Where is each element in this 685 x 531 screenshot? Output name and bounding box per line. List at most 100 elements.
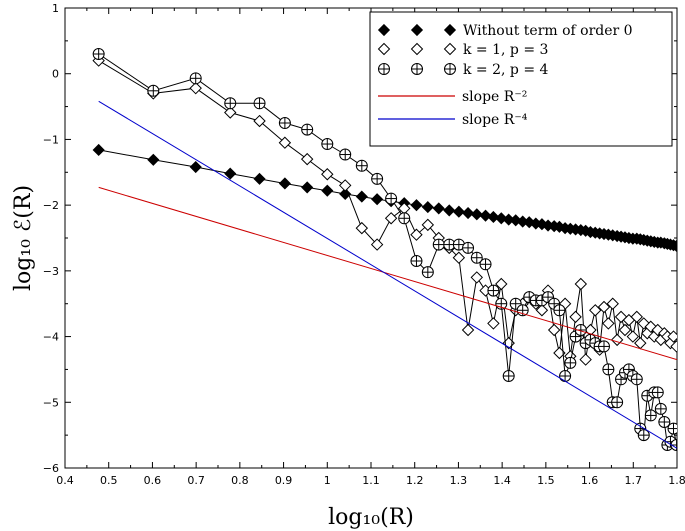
data-point: [618, 323, 632, 337]
data-point: [224, 106, 237, 119]
series-line: [98, 186, 677, 361]
data-point: [667, 422, 677, 435]
data-point: [479, 209, 492, 222]
data-point: [574, 277, 588, 291]
data-point: [278, 117, 291, 129]
data-point: [421, 266, 434, 279]
data-point: [452, 251, 466, 264]
y-tick-label: −1: [43, 133, 59, 146]
data-point: [410, 199, 423, 212]
y-axis-ticks: 1 0 −1 −2 −3 −4 −5 −6: [43, 2, 677, 475]
data-point: [602, 317, 615, 330]
y-tick-label: −3: [43, 265, 59, 278]
data-point: [321, 138, 334, 151]
data-point: [410, 255, 423, 267]
data-point: [626, 330, 640, 343]
data-point: [432, 202, 445, 215]
data-point: [553, 304, 566, 317]
y-tick-label: 0: [52, 68, 59, 81]
data-point: [569, 310, 582, 324]
data-point: [410, 228, 423, 241]
data-point: [147, 153, 160, 166]
data-point: [502, 370, 515, 382]
data-point: [278, 177, 291, 190]
data-point: [651, 386, 664, 399]
legend-marker: [410, 23, 424, 37]
data-point: [443, 204, 456, 217]
data-point: [470, 271, 483, 284]
data-point: [278, 136, 292, 149]
data-point: [644, 409, 657, 422]
data-point: [432, 238, 445, 251]
data-point: [547, 323, 561, 337]
data-point: [630, 310, 643, 324]
x-tick-label: 0.6: [144, 474, 162, 487]
data-point: [370, 238, 384, 251]
data-point: [487, 210, 500, 224]
x-tick-label: 0.9: [275, 474, 293, 487]
data-point: [189, 160, 202, 174]
data-point: [535, 304, 549, 317]
data-point: [421, 201, 434, 214]
data-point: [92, 143, 105, 157]
series-3: [98, 186, 677, 361]
data-point: [189, 81, 202, 95]
y-tick-label: 1: [52, 2, 59, 15]
x-tick-label: 0.7: [187, 474, 205, 487]
y-tick-label: −2: [43, 199, 59, 212]
legend: Without term of order 0 k = 1, p = 3 k = 2…: [369, 11, 673, 147]
data-point: [147, 84, 160, 97]
data-point: [654, 402, 667, 415]
legend-marker: [411, 63, 423, 75]
data-point: [670, 439, 677, 451]
data-point: [371, 193, 384, 206]
legend-label: slope R⁻⁴: [462, 112, 528, 128]
data-point: [421, 218, 435, 232]
legend-marker: [444, 63, 456, 75]
data-point: [487, 284, 500, 297]
x-tick-label: 1.8: [668, 474, 685, 487]
data-point: [564, 356, 577, 369]
data-point: [667, 330, 677, 343]
data-point: [462, 241, 475, 254]
legend-marker: [410, 42, 424, 56]
data-point: [461, 206, 475, 220]
data-point: [339, 148, 352, 161]
series-0: [92, 143, 677, 252]
data-point: [470, 251, 483, 264]
data-point: [589, 304, 602, 317]
x-tick-label: 0.4: [56, 474, 74, 487]
legend-marker: [443, 23, 457, 37]
x-axis-ticks: 0.4 0.5 0.6 0.7 0.8 0.9 1 1.1 1.2 1.3 1.4 1.5 1.6 1.7…: [56, 8, 685, 487]
x-tick-label: 1.7: [625, 474, 643, 487]
x-tick-label: 1: [324, 474, 331, 487]
data-point: [253, 114, 266, 128]
data-point: [443, 238, 456, 251]
legend-marker: [377, 23, 391, 37]
data-point: [253, 172, 266, 185]
y-tick-label: −4: [43, 331, 59, 344]
data-point: [398, 212, 411, 225]
x-tick-label: 1.2: [406, 474, 424, 487]
legend-label: k = 1, p = 3: [463, 42, 548, 58]
data-point: [224, 97, 237, 110]
data-point: [461, 323, 475, 337]
legend-label: slope R⁻²: [462, 89, 527, 105]
series-4: [98, 100, 677, 449]
data-point: [301, 181, 314, 194]
x-tick-label: 1.5: [537, 474, 555, 487]
data-point: [637, 429, 650, 442]
data-point: [574, 324, 587, 336]
data-point: [495, 212, 508, 225]
legend-label: k = 2, p = 4: [463, 62, 549, 78]
y-tick-label: −6: [43, 462, 59, 475]
x-tick-label: 0.5: [100, 474, 118, 487]
x-tick-label: 1.3: [450, 474, 468, 487]
series-1: [92, 54, 677, 366]
data-point: [611, 396, 624, 409]
data-point: [559, 370, 572, 382]
data-point: [606, 297, 619, 310]
legend-label: Without term of order 0: [463, 23, 633, 39]
data-point: [253, 97, 266, 110]
